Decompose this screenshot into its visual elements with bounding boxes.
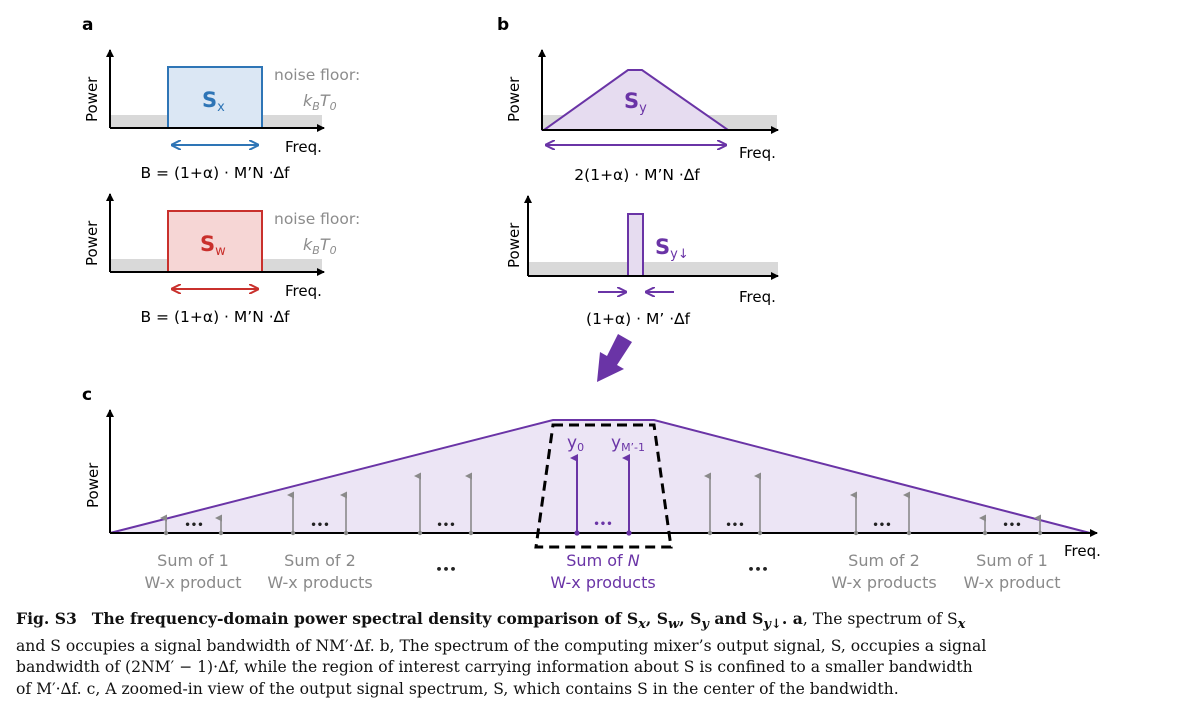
panel-b-top: b Power Freq. Sy 2(1+α) · M’N ·∆f — [497, 15, 779, 184]
ym-label: yM’-1 — [611, 433, 645, 454]
freq-axis-label: Freq. — [285, 138, 322, 156]
bandwidth-label: (1+α) · M’ ·∆f — [586, 310, 690, 328]
caption-line-1: Fig. S3 The frequency-domain power spect… — [16, 609, 966, 633]
sum-label: ••• — [747, 563, 768, 576]
svg-text:•••: ••• — [725, 520, 744, 531]
sx-label: Sx — [202, 88, 225, 115]
sum-label: Sum of 2 — [284, 551, 356, 570]
noise-floor-label: noise floor: — [274, 210, 360, 228]
svg-text:•••: ••• — [310, 520, 329, 531]
impulse-arrows — [160, 472, 1041, 533]
sum-label: W-x products — [550, 573, 655, 592]
freq-axis-label: Freq. — [1064, 542, 1101, 560]
ym-base — [626, 530, 632, 536]
power-axis-label: Power — [505, 76, 523, 122]
sum-label: Sum of 2 — [848, 551, 920, 570]
panel-c: c Power Freq. — [82, 385, 1101, 592]
sum-label-n: Sum of N — [566, 551, 639, 570]
zoom-window — [534, 423, 673, 549]
impulse-dots: ••• ••• ••• ••• ••• ••• — [184, 520, 1021, 531]
svg-text:•••: ••• — [436, 520, 455, 531]
sum-label: W-x product — [144, 573, 241, 592]
panel-label-b: b — [497, 15, 509, 35]
sum-labels: Sum of 1 W-x product Sum of 2 W-x produc… — [144, 551, 1060, 592]
panel-a-bottom: Power Freq. Sw noise floor: kBT0 B = (1+… — [83, 193, 360, 326]
sum-label: W-x products — [831, 573, 936, 592]
center-dots: ••• — [593, 519, 612, 530]
sy-spectrum-zoom — [109, 419, 1091, 534]
noise-floor-label: noise floor: — [274, 66, 360, 84]
caption-line-3: bandwidth of (2NM′ − 1)·∆f, while the re… — [16, 658, 973, 677]
svg-text:•••: ••• — [872, 520, 891, 531]
freq-axis-label: Freq. — [739, 288, 776, 306]
bandwidth-label: 2(1+α) · M’N ·∆f — [574, 166, 700, 184]
sy-down-spectrum-bar — [627, 213, 644, 277]
sw-spectrum-box — [167, 210, 263, 273]
figure-s3: a Power Freq. Sx noise floor: kBT0 B = (… — [82, 15, 1101, 592]
caption-line-4: of M′·∆f. c, A zoomed-in view of the out… — [16, 679, 899, 698]
svg-text:•••: ••• — [184, 520, 203, 531]
sum-label: W-x product — [963, 573, 1060, 592]
panel-label-a: a — [82, 15, 93, 35]
freq-axis-label: Freq. — [285, 282, 322, 300]
noise-floor-symbol: kBT0 — [303, 91, 337, 113]
power-axis-label: Power — [83, 220, 101, 266]
sy-label: Sy — [624, 89, 647, 116]
impulse-bases — [163, 530, 1043, 536]
sx-spectrum-box — [167, 66, 263, 129]
sum-label: Sum of 1 — [976, 551, 1048, 570]
panel-label-c: c — [82, 385, 92, 405]
noise-floor-symbol: kBT0 — [303, 235, 337, 257]
svg-text:•••: ••• — [1002, 520, 1021, 531]
y0-label: y0 — [567, 433, 584, 454]
freq-axis-label: Freq. — [739, 144, 776, 162]
power-axis-label: Power — [505, 222, 523, 268]
sy-down-label: Sy↓ — [655, 235, 689, 262]
sum-label: ••• — [435, 563, 456, 576]
bandwidth-label: B = (1+α) · M’N ·∆f — [141, 164, 291, 182]
sw-label: Sw — [200, 232, 226, 259]
panel-b-bottom: Power Freq. Sy↓ (1+α) · M’ ·∆f — [505, 195, 779, 382]
bandwidth-label: B = (1+α) · M’N ·∆f — [141, 308, 291, 326]
sum-label: Sum of 1 — [157, 551, 229, 570]
caption-line-2: and S occupies a signal bandwidth of NM′… — [16, 636, 987, 655]
power-axis-label: Power — [84, 462, 102, 508]
figure-caption: Fig. S3 The frequency-domain power spect… — [16, 608, 1191, 700]
sum-label: W-x products — [267, 573, 372, 592]
zoom-arrow — [597, 334, 632, 382]
panel-a-top: a Power Freq. Sx noise floor: kBT0 B = (… — [82, 15, 360, 182]
power-axis-label: Power — [83, 76, 101, 122]
y0-base — [574, 530, 580, 536]
noise-floor-band — [528, 262, 778, 276]
